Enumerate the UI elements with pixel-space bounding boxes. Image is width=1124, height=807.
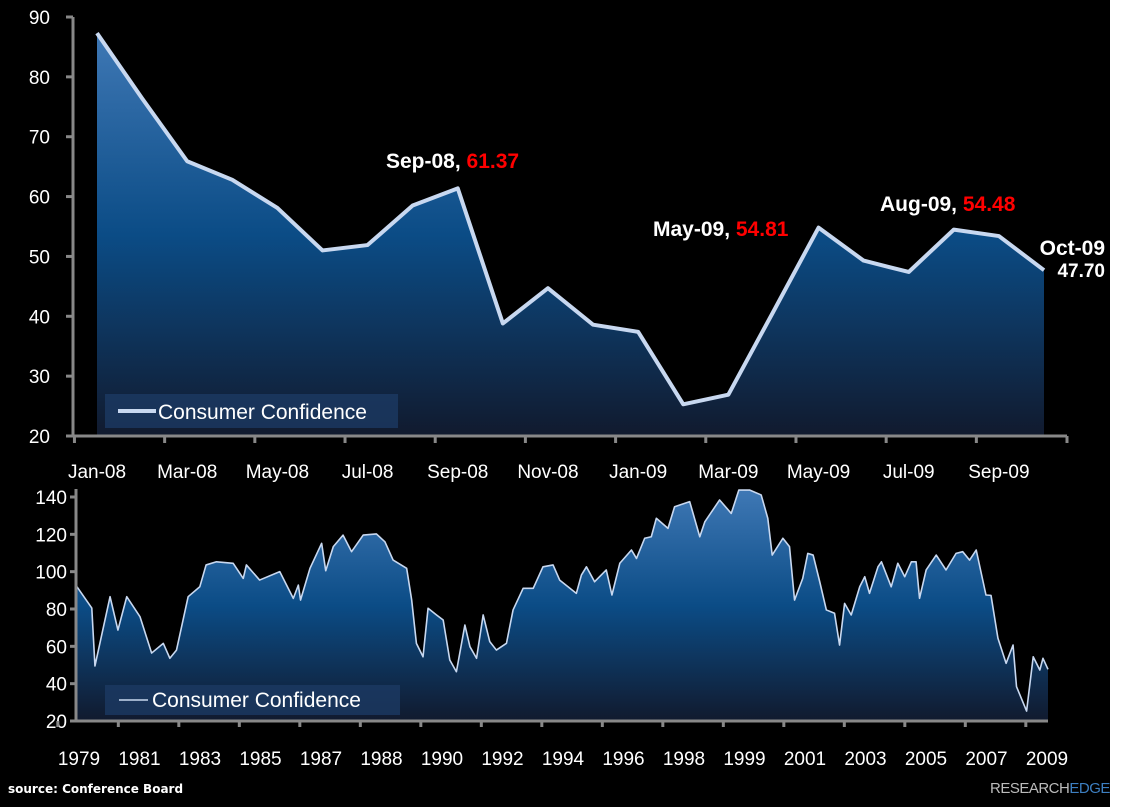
- x-tick-label: Mar-09: [698, 462, 758, 483]
- x-tick-label: 1990: [421, 749, 463, 770]
- x-tick-label: 1987: [300, 749, 342, 770]
- y-tick-label: 120: [35, 525, 67, 546]
- x-tick-label: 1994: [542, 749, 585, 770]
- annotation-value: 61.37: [467, 150, 520, 173]
- area-fill: [97, 33, 1044, 436]
- x-tick-label: 1998: [663, 749, 705, 770]
- x-tick-label: 2005: [905, 749, 947, 770]
- y-tick-label: 100: [35, 563, 67, 584]
- x-tick-label: 1981: [118, 749, 160, 770]
- x-tick-label: Jan-09: [609, 462, 667, 483]
- x-tick-label: May-09: [787, 462, 850, 483]
- researchedge-logo: RESEARCHEDGE: [990, 780, 1110, 797]
- y-tick-label: 90: [29, 8, 50, 29]
- y-tick-label: 140: [35, 488, 67, 509]
- y-tick-label: 20: [29, 427, 50, 448]
- legend-label: Consumer Confidence: [152, 689, 361, 712]
- y-tick-label: 50: [29, 247, 50, 268]
- y-tick-label: 30: [29, 367, 50, 388]
- annotation: Aug-09, 54.48: [880, 193, 1016, 216]
- x-tick-label: Sep-08: [427, 462, 488, 483]
- x-tick-label: Jul-09: [883, 462, 935, 483]
- history-chart: 2040608010012014019791981198319851987198…: [35, 488, 1068, 770]
- y-tick-label: 40: [29, 307, 50, 328]
- y-tick-label: 40: [46, 675, 67, 696]
- annotation: May-09, 54.81: [653, 218, 789, 241]
- x-tick-label: 1979: [58, 749, 100, 770]
- annotation-date: May-09,: [653, 218, 736, 241]
- y-tick-label: 80: [29, 68, 50, 89]
- source-note: source: Conference Board: [8, 782, 184, 796]
- x-tick-label: 2009: [1026, 749, 1068, 770]
- recent-chart: 20 30 40 50 60 70 80 90 Jan-08 Mar-08 May-08 Jul-08…: [29, 8, 1105, 483]
- x-tick-label: 1999: [723, 749, 765, 770]
- y-tick-label: 80: [46, 600, 67, 621]
- y-tick-label: 60: [29, 188, 50, 209]
- annotation-value: 47.70: [1057, 261, 1105, 282]
- legend-label: Consumer Confidence: [158, 401, 367, 424]
- series-line: [76, 489, 1049, 712]
- y-tick-label: 70: [29, 128, 50, 149]
- x-tick-label: Nov-08: [517, 462, 578, 483]
- x-tick-label: Jan-08: [68, 462, 126, 483]
- annotation-date: Aug-09,: [880, 193, 963, 216]
- x-tick-label: 2001: [784, 749, 826, 770]
- x-tick-label: 1983: [179, 749, 221, 770]
- x-tick-label: 2007: [965, 749, 1007, 770]
- x-tick-label: May-08: [246, 462, 309, 483]
- x-tick-label: 1992: [481, 749, 523, 770]
- x-tick-label: Jul-08: [342, 462, 394, 483]
- annotation-value: 54.48: [963, 193, 1016, 216]
- annotation-value: 54.81: [736, 218, 789, 241]
- x-tick-label: 1985: [239, 749, 281, 770]
- y-tick-label: 60: [46, 637, 67, 658]
- x-tick-label: Mar-08: [157, 462, 217, 483]
- x-tick-label: 1996: [602, 749, 644, 770]
- x-tick-label: 1988: [360, 749, 402, 770]
- x-tick-label: Sep-09: [968, 462, 1029, 483]
- legend-box: [105, 685, 400, 715]
- x-tick-label: 2003: [844, 749, 886, 770]
- annotation-date: Sep-08,: [386, 150, 467, 173]
- annotation-date: Oct-09: [1040, 237, 1105, 260]
- annotation: Sep-08, 61.37: [386, 150, 519, 173]
- series-line: [95, 32, 1046, 407]
